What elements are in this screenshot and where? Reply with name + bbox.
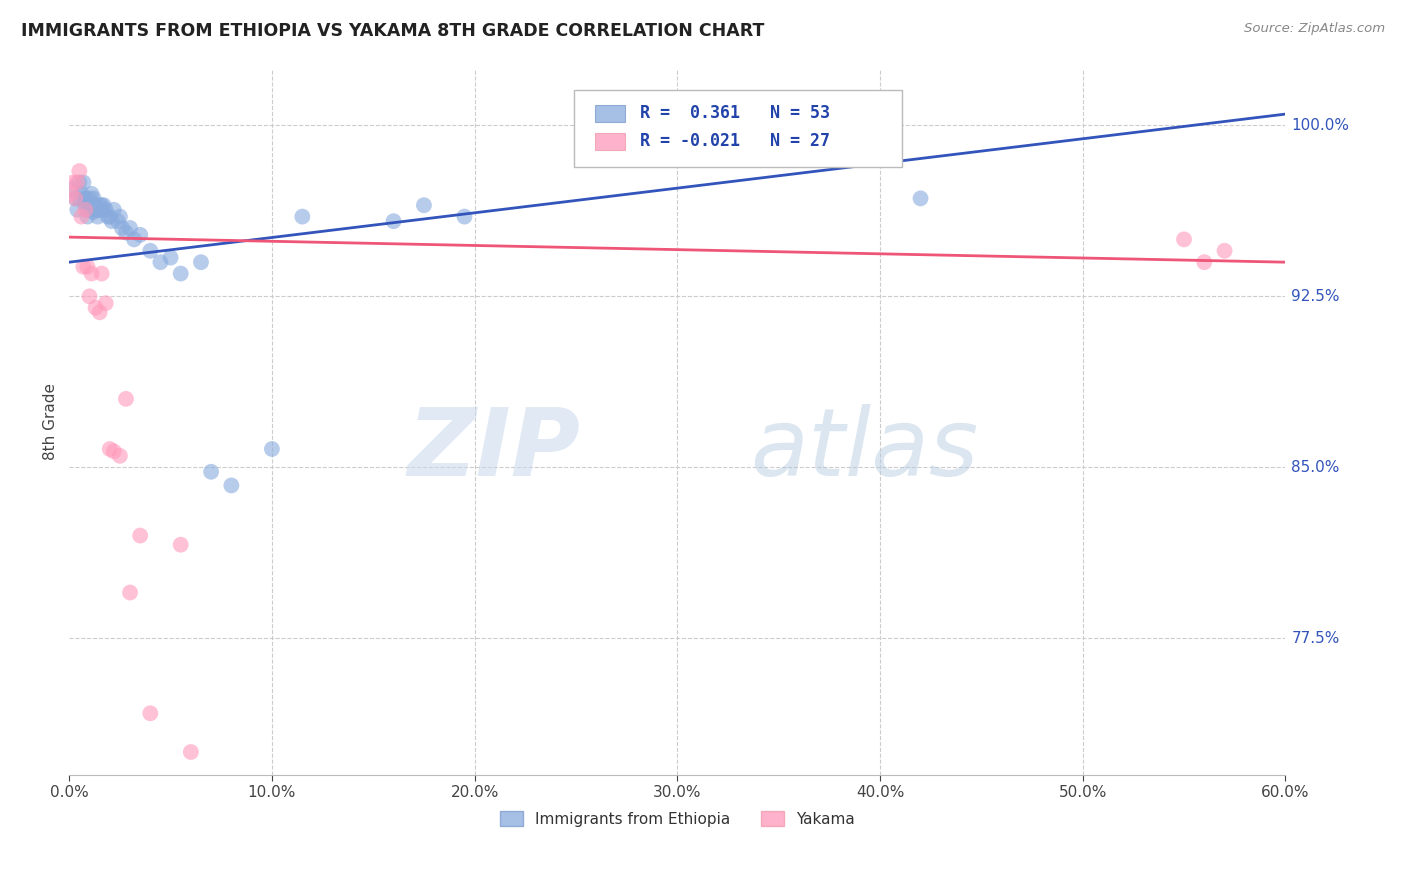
Point bbox=[108, 449, 131, 463]
Point bbox=[103, 444, 125, 458]
Y-axis label: 8th Grade: 8th Grade bbox=[44, 384, 58, 460]
Point bbox=[291, 210, 314, 224]
Point bbox=[66, 176, 89, 190]
Point bbox=[62, 176, 84, 190]
Text: ZIP: ZIP bbox=[408, 404, 581, 496]
Point bbox=[70, 210, 93, 224]
Text: IMMIGRANTS FROM ETHIOPIA VS YAKAMA 8TH GRADE CORRELATION CHART: IMMIGRANTS FROM ETHIOPIA VS YAKAMA 8TH G… bbox=[21, 22, 765, 40]
Point bbox=[72, 191, 94, 205]
FancyBboxPatch shape bbox=[595, 133, 626, 151]
Point bbox=[90, 198, 112, 212]
Legend: Immigrants from Ethiopia, Yakama: Immigrants from Ethiopia, Yakama bbox=[492, 803, 862, 834]
Point bbox=[80, 186, 103, 201]
Point bbox=[90, 202, 112, 217]
Point bbox=[89, 198, 111, 212]
Point bbox=[75, 202, 97, 217]
Point bbox=[80, 198, 103, 212]
Point bbox=[75, 198, 97, 212]
Point bbox=[139, 706, 162, 721]
Point bbox=[90, 267, 112, 281]
Point bbox=[159, 251, 181, 265]
Point bbox=[86, 202, 108, 217]
Point bbox=[260, 442, 283, 456]
Point bbox=[94, 202, 117, 217]
Point bbox=[103, 202, 125, 217]
Point bbox=[118, 585, 141, 599]
Point bbox=[66, 202, 89, 217]
Point bbox=[111, 221, 134, 235]
Point bbox=[65, 191, 87, 205]
Point bbox=[83, 191, 105, 205]
Point bbox=[453, 210, 475, 224]
Point bbox=[76, 260, 98, 274]
Text: 100.0%: 100.0% bbox=[1292, 118, 1350, 133]
Point bbox=[129, 528, 152, 542]
Point bbox=[75, 191, 97, 205]
Point bbox=[98, 210, 121, 224]
Point bbox=[93, 198, 115, 212]
Point bbox=[79, 289, 101, 303]
Point bbox=[115, 392, 138, 406]
Text: R =  0.361   N = 53: R = 0.361 N = 53 bbox=[640, 104, 830, 122]
Point bbox=[67, 176, 90, 190]
Point bbox=[118, 221, 141, 235]
Point bbox=[413, 198, 436, 212]
FancyBboxPatch shape bbox=[595, 104, 626, 122]
Point bbox=[89, 202, 111, 217]
Point bbox=[107, 214, 129, 228]
Point bbox=[94, 296, 117, 310]
Point bbox=[190, 255, 212, 269]
Point bbox=[84, 202, 107, 217]
Point bbox=[115, 226, 138, 240]
Point bbox=[83, 205, 105, 219]
Point bbox=[200, 465, 222, 479]
Point bbox=[86, 210, 108, 224]
Point bbox=[221, 478, 243, 492]
Point bbox=[98, 442, 121, 456]
Point bbox=[170, 267, 193, 281]
FancyBboxPatch shape bbox=[574, 90, 903, 168]
Text: R = -0.021   N = 27: R = -0.021 N = 27 bbox=[640, 132, 830, 150]
Point bbox=[60, 182, 83, 196]
Point bbox=[97, 210, 120, 224]
Point bbox=[84, 198, 107, 212]
Text: 85.0%: 85.0% bbox=[1292, 459, 1340, 475]
Text: 92.5%: 92.5% bbox=[1292, 289, 1340, 304]
Point bbox=[122, 232, 145, 246]
Point bbox=[80, 267, 103, 281]
Point bbox=[67, 191, 90, 205]
Point bbox=[129, 227, 152, 242]
Text: Source: ZipAtlas.com: Source: ZipAtlas.com bbox=[1244, 22, 1385, 36]
Point bbox=[1194, 255, 1216, 269]
Point bbox=[382, 214, 405, 228]
Point bbox=[170, 538, 193, 552]
Point bbox=[149, 255, 172, 269]
Point bbox=[76, 210, 98, 224]
Point bbox=[60, 186, 83, 201]
Point bbox=[72, 176, 94, 190]
Point bbox=[67, 164, 90, 178]
Point bbox=[1173, 232, 1195, 246]
Point bbox=[84, 301, 107, 315]
Point bbox=[79, 202, 101, 217]
Point bbox=[1213, 244, 1236, 258]
Point bbox=[65, 191, 87, 205]
Point bbox=[910, 191, 932, 205]
Point bbox=[108, 210, 131, 224]
Point bbox=[70, 186, 93, 201]
Point bbox=[828, 153, 851, 167]
Point bbox=[101, 214, 124, 228]
Point bbox=[180, 745, 202, 759]
Text: 77.5%: 77.5% bbox=[1292, 631, 1340, 646]
Text: atlas: atlas bbox=[751, 404, 979, 495]
Point bbox=[139, 244, 162, 258]
Point bbox=[76, 202, 98, 217]
Point bbox=[79, 191, 101, 205]
Point bbox=[72, 260, 94, 274]
Point bbox=[89, 305, 111, 319]
